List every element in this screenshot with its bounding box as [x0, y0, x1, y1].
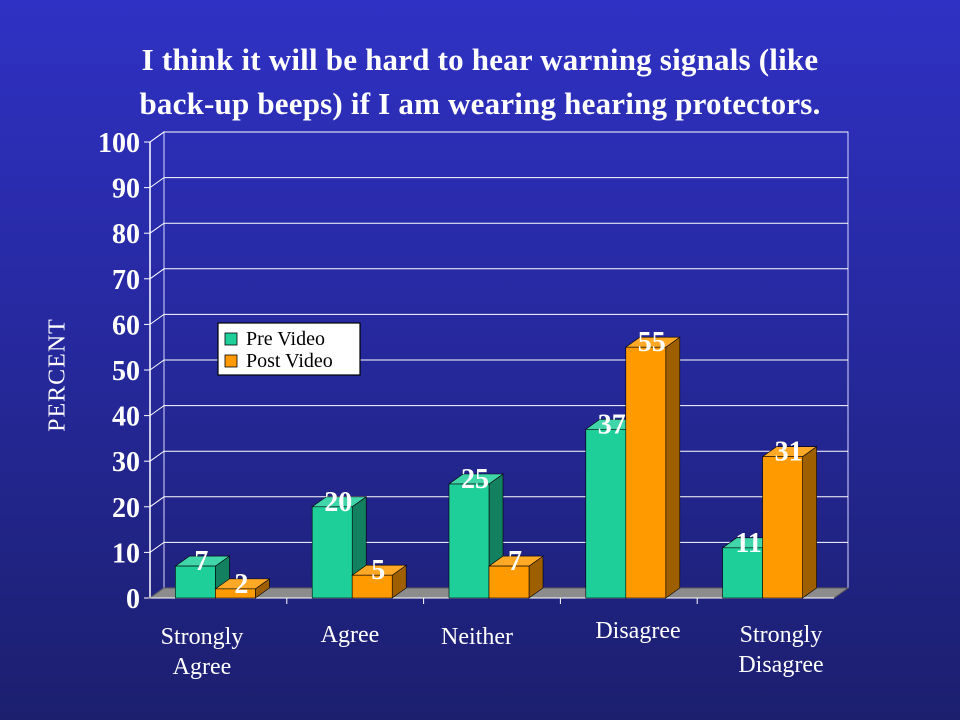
chart-title-line-1: I think it will be hard to hear warning … — [141, 42, 819, 77]
bar — [585, 428, 627, 599]
y-tick-label: 10 — [112, 538, 140, 569]
y-tick-label: 100 — [98, 128, 140, 159]
data-label: 25 — [461, 464, 489, 495]
legend-label: Post Video — [246, 350, 333, 372]
data-label: 55 — [638, 327, 666, 358]
bar — [311, 506, 353, 599]
legend-box — [217, 322, 361, 376]
bar — [351, 574, 393, 599]
y-tick-label: 50 — [112, 356, 140, 387]
bar — [625, 346, 667, 599]
data-label: 7 — [508, 546, 522, 577]
y-tick-label: 60 — [112, 310, 140, 341]
data-label: 37 — [598, 409, 626, 440]
bar-side — [665, 336, 681, 599]
gridline-50 — [149, 359, 848, 371]
data-label: 5 — [371, 555, 385, 586]
legend-swatch — [224, 332, 238, 346]
gridline-30 — [149, 450, 848, 462]
y-tick-label: 0 — [126, 584, 140, 615]
data-label: 7 — [194, 546, 208, 577]
bar — [448, 483, 490, 599]
y-tick-label: 40 — [112, 402, 140, 433]
data-label: 31 — [775, 437, 803, 468]
legend-label: Pre Video — [246, 328, 325, 350]
gridline-80 — [149, 222, 848, 234]
y-tick-label: 20 — [112, 493, 140, 524]
chart-title-line-2: back-up beeps) if I am wearing hearing p… — [139, 86, 821, 121]
bar — [762, 456, 803, 599]
y-tick-label: 30 — [112, 447, 140, 478]
data-label: 11 — [735, 528, 761, 559]
chart-title: I think it will be hard to hear warning … — [40, 38, 920, 126]
x-category-label: Disagree — [595, 618, 681, 644]
x-category-label: Strongly Agree — [160, 624, 244, 680]
bar-side — [802, 446, 817, 599]
gridline-70 — [149, 268, 848, 280]
bar — [215, 588, 256, 599]
y-tick-label: 80 — [112, 219, 140, 250]
gridline-100 — [149, 131, 848, 143]
x-category-label: Neither — [441, 624, 513, 650]
gridline-90 — [149, 177, 848, 189]
gridline-40 — [149, 405, 848, 417]
data-label: 20 — [324, 487, 352, 518]
data-label: 2 — [234, 569, 248, 600]
x-category-label: Agree — [320, 622, 380, 648]
bar — [488, 565, 530, 599]
y-tick-label: 70 — [112, 265, 140, 296]
bar — [175, 565, 216, 599]
y-tick-label: 90 — [112, 174, 140, 205]
x-category-label: Strongly Disagree — [738, 622, 824, 678]
legend-swatch — [224, 354, 238, 368]
gridline-60 — [149, 313, 848, 325]
